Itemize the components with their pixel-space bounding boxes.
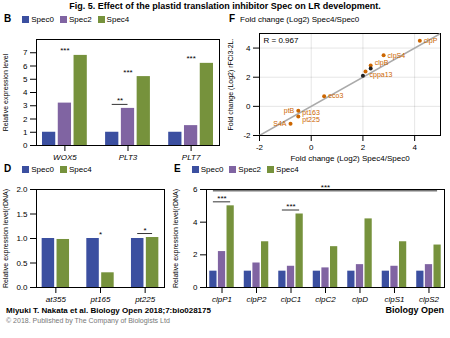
html-text:Biology Open: Biology Open <box>385 305 444 315</box>
svg-text:clpS2: clpS2 <box>419 295 440 304</box>
svg-text:at355: at355 <box>46 295 67 304</box>
html-text:B: B <box>4 13 12 24</box>
html-text:© 2018. Published by The Compa: © 2018. Published by The Company of Biol… <box>6 317 170 324</box>
svg-text:eco3: eco3 <box>328 92 343 99</box>
svg-text:0: 0 <box>246 102 251 111</box>
html-text:D: D <box>4 163 12 174</box>
svg-text:4: 4 <box>246 44 251 53</box>
svg-text:0: 0 <box>23 141 28 150</box>
html-text:Spec2: Spec2 <box>68 15 92 24</box>
html-text:Fig. 5. Effect of the plastid: Fig. 5. Effect of the plastid translatio… <box>69 1 381 11</box>
svg-text:clpP: clpP <box>424 37 438 45</box>
svg-text:***: *** <box>60 46 69 55</box>
svg-text:Relative expression level: Relative expression level <box>2 53 10 131</box>
svg-text:0: 0 <box>309 143 314 152</box>
svg-text:Relative expression level(rDNA: Relative expression level(rDNA) <box>172 189 180 288</box>
svg-text:*: * <box>99 230 102 239</box>
svg-text:pt225: pt225 <box>134 295 156 304</box>
svg-text:pt163pt225: pt163pt225 <box>302 109 320 124</box>
html-text:Fold change (Log2) Spec4/Spec0: Fold change (Log2) Spec4/Spec0 <box>240 15 360 24</box>
svg-text:0.0: 0.0 <box>16 283 28 292</box>
svg-text:***: *** <box>286 202 295 211</box>
svg-text:S4A: S4A <box>273 120 287 127</box>
html-text:Spec4: Spec4 <box>276 165 299 174</box>
svg-text:clpS4: clpS4 <box>388 52 406 60</box>
html-text:F: F <box>229 13 236 24</box>
svg-text:cppa13: cppa13 <box>370 71 393 79</box>
svg-text:pt165: pt165 <box>89 295 111 304</box>
html-text:Spec2: Spec2 <box>238 165 261 174</box>
svg-text:WOX5: WOX5 <box>53 153 77 162</box>
html-text:Spec0: Spec0 <box>31 165 54 174</box>
html-text:Miyuki T. Nakata et al. Biolog: Miyuki T. Nakata et al. Biology Open 201… <box>6 306 211 315</box>
svg-text:1.5: 1.5 <box>16 210 28 219</box>
svg-text:2.0: 2.0 <box>16 185 28 194</box>
html-text:Spec4: Spec4 <box>68 165 92 174</box>
svg-text:Fold change (Log2) Spec4/Spec0: Fold change (Log2) Spec4/Spec0 <box>290 154 410 163</box>
svg-text:clpP1: clpP1 <box>212 295 232 304</box>
svg-text:2: 2 <box>23 115 28 124</box>
svg-text:clpB: clpB <box>375 59 389 67</box>
svg-text:6: 6 <box>193 185 198 194</box>
svg-text:PLT3: PLT3 <box>119 153 138 162</box>
svg-text:2: 2 <box>193 250 198 259</box>
svg-text:***: *** <box>217 194 226 203</box>
svg-text:3: 3 <box>23 101 28 110</box>
svg-text:-2: -2 <box>243 131 251 140</box>
svg-text:5: 5 <box>23 75 28 84</box>
svg-text:clpD: clpD <box>352 295 368 304</box>
svg-text:clpC2: clpC2 <box>315 295 336 304</box>
svg-text:clpP2: clpP2 <box>247 295 268 304</box>
svg-text:clpS1: clpS1 <box>384 295 404 304</box>
svg-text:2: 2 <box>246 73 251 82</box>
svg-text:**: ** <box>117 96 123 105</box>
html-text:Spec4: Spec4 <box>106 15 130 24</box>
svg-text:-2: -2 <box>256 143 264 152</box>
svg-text:0: 0 <box>193 283 198 292</box>
svg-text:1.0: 1.0 <box>16 234 28 243</box>
html-text:E: E <box>174 163 181 174</box>
svg-text:*: * <box>144 226 147 235</box>
html-text:Spec0: Spec0 <box>200 165 224 174</box>
svg-text:clpC1: clpC1 <box>281 295 301 304</box>
svg-text:***: *** <box>186 54 195 63</box>
svg-text:2: 2 <box>361 143 366 152</box>
svg-text:Relative expression level(rDNA: Relative expression level(rDNA) <box>2 189 10 288</box>
svg-text:7: 7 <box>23 48 28 57</box>
svg-text:PLT7: PLT7 <box>182 153 201 162</box>
svg-text:R = 0.967: R = 0.967 <box>264 36 299 45</box>
svg-text:4: 4 <box>23 88 28 97</box>
svg-text:***: *** <box>321 183 330 192</box>
svg-text:0.5: 0.5 <box>16 259 28 268</box>
svg-text:4: 4 <box>412 143 417 152</box>
svg-text:4: 4 <box>193 218 198 227</box>
svg-text:Fold change (Log2) rFCi3-2L.: Fold change (Log2) rFCi3-2L. <box>227 39 235 131</box>
svg-text:***: *** <box>123 68 132 77</box>
svg-text:ptB: ptB <box>284 107 295 115</box>
svg-text:1: 1 <box>23 128 28 137</box>
svg-text:6: 6 <box>23 62 28 71</box>
html-text:Spec0: Spec0 <box>31 15 54 24</box>
